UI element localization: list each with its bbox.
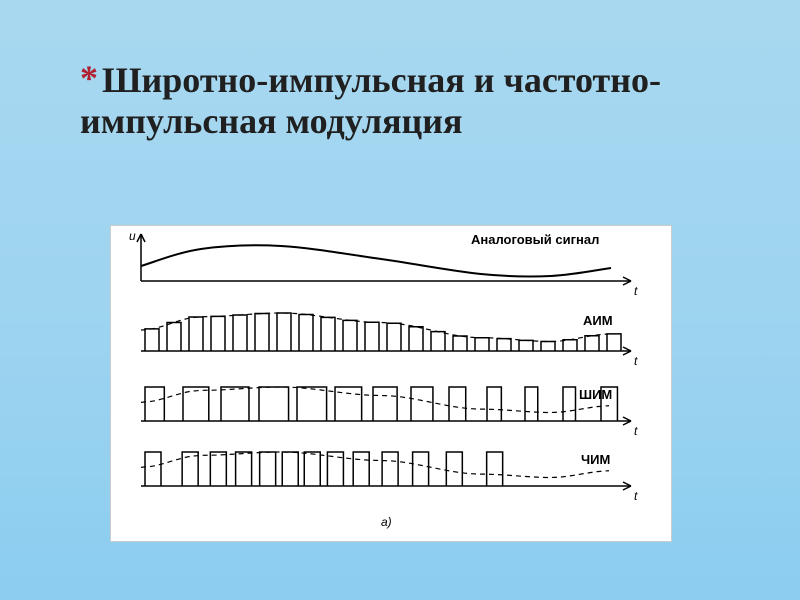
slide: *Широтно-импульсная и частотно-импульсна… [0, 0, 800, 600]
bullet-icon: * [80, 60, 98, 96]
svg-text:Аналоговый сигнал: Аналоговый сигнал [471, 232, 599, 247]
svg-text:t: t [634, 284, 638, 298]
svg-text:ЧИМ: ЧИМ [581, 452, 610, 467]
svg-text:а): а) [381, 515, 392, 529]
diagram-svg: u t Аналоговый сигнал t АИМ t ШИМ t ЧИМ а) [111, 226, 671, 541]
modulation-diagram: u t Аналоговый сигнал t АИМ t ШИМ t ЧИМ а) [110, 225, 672, 542]
svg-text:t: t [634, 354, 638, 368]
svg-text:u: u [129, 229, 136, 243]
svg-text:ШИМ: ШИМ [579, 387, 612, 402]
title-block: *Широтно-импульсная и частотно-импульсна… [80, 60, 720, 143]
slide-title: Широтно-импульсная и частотно-импульсная… [80, 60, 661, 141]
svg-text:t: t [634, 424, 638, 438]
svg-text:t: t [634, 489, 638, 503]
svg-text:АИМ: АИМ [583, 313, 613, 328]
